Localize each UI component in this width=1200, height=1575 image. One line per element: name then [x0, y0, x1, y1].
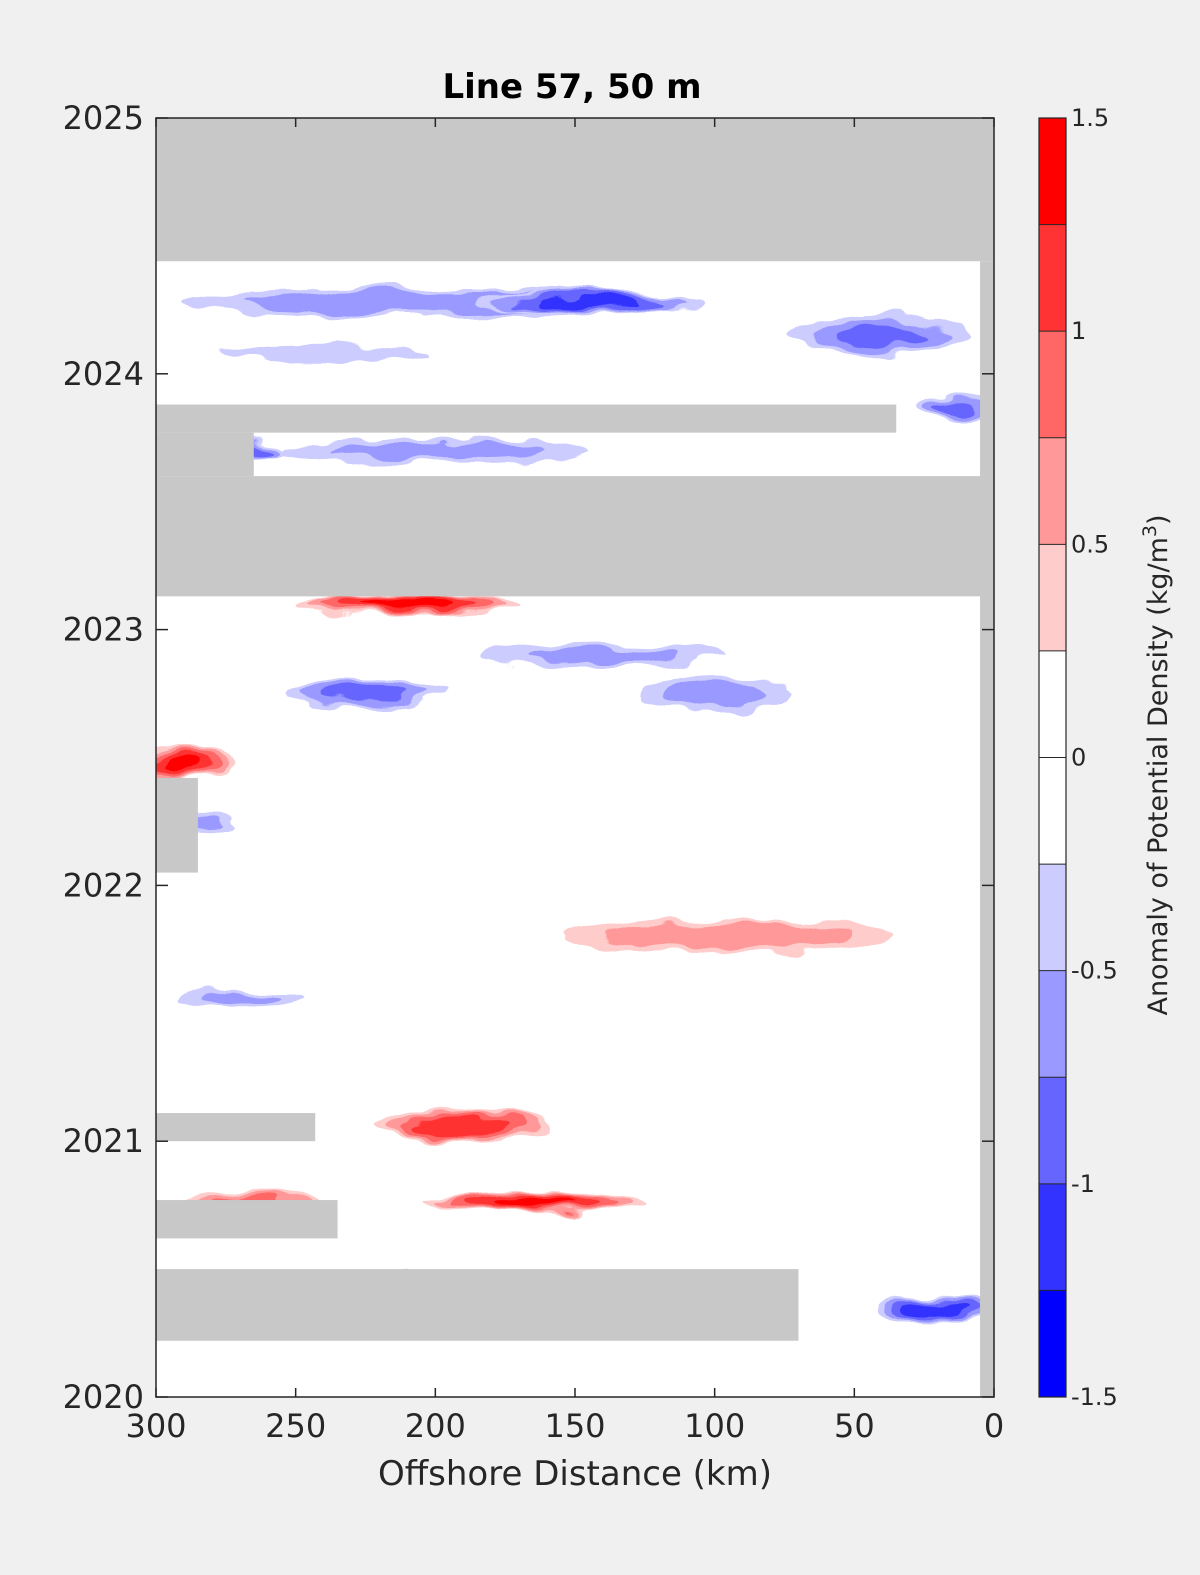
anomaly-band-2-0.75: [838, 326, 926, 345]
anomaly-band-4-0.25: [221, 344, 427, 362]
x-tick-label: 250: [265, 1407, 326, 1445]
colorbar-segment: [1039, 331, 1066, 438]
colorbar-label-main: Anomaly of Potential Density (kg/m: [1143, 537, 1174, 1015]
no-data-region-7: [156, 1269, 799, 1341]
colorbar-label-exponent: 3: [1139, 525, 1161, 537]
colorbar-segment: [1039, 1290, 1066, 1397]
anomaly-band-3-0.75: [932, 402, 972, 417]
colorbar-tick-label: 0: [1071, 744, 1086, 772]
colorbar-segment: [1039, 864, 1066, 971]
colorbar-segment: [1039, 757, 1066, 865]
colorbar-tick-label: -1.5: [1071, 1383, 1118, 1411]
no-data-region-5: [156, 1113, 316, 1142]
anomaly-band-13-0.5: [603, 923, 855, 950]
no-data-region-1: [156, 404, 897, 433]
colorbar-segment: [1039, 118, 1066, 225]
y-tick-label: 2021: [63, 1122, 144, 1160]
colorbar-label: Anomaly of Potential Density (kg/m3): [1139, 514, 1174, 1015]
no-data-region-9: [156, 1397, 994, 1407]
no-data-region-4: [156, 777, 198, 873]
colorbar-segment: [1039, 1077, 1066, 1184]
y-tick-label: 2020: [63, 1378, 144, 1416]
anomaly-band-1-1: [537, 296, 641, 308]
colorbar-tick-label: -1: [1071, 1170, 1095, 1198]
x-tick-label: 150: [544, 1407, 605, 1445]
no-data-region-6: [156, 1200, 338, 1239]
y-axis: 2025 2024 2023 2022 2021 2020: [63, 99, 994, 1416]
colorbar-segment: [1039, 544, 1066, 651]
anomaly-contours: [156, 287, 994, 1324]
anomaly-band-8-0.75: [325, 687, 406, 700]
anomaly-band-11-1.25: [163, 755, 205, 770]
no-data-region-3: [156, 476, 994, 597]
anomaly-band-10-0.5: [662, 681, 767, 706]
no-data-region-2: [156, 432, 254, 477]
x-tick-label: 300: [125, 1407, 186, 1445]
anomaly-band-5-0.5: [330, 442, 540, 459]
x-tick-label: 0: [984, 1407, 1004, 1445]
no-data-mask: [156, 118, 994, 1407]
x-axis: 300 250 200 150 100 50 0: [125, 118, 1004, 1445]
anomaly-band-14-0.5: [197, 993, 282, 1008]
y-tick-label: 2022: [63, 866, 144, 904]
anomaly-band-9-0.5: [529, 647, 677, 663]
chart-title: Line 57, 50 m: [442, 67, 701, 107]
colorbar-tick-label: 0.5: [1071, 530, 1109, 558]
colorbar-tick-label: 1.5: [1071, 104, 1109, 132]
anomaly-band-7-1.25: [360, 599, 455, 609]
anomaly-band-15-1: [416, 1117, 511, 1135]
colorbar: 1.5 1 0.5 0 -0.5 -1 -1.5: [1038, 104, 1118, 1411]
colorbar-tick-label: -0.5: [1071, 957, 1118, 985]
anomaly-band-16-1.25: [491, 1198, 575, 1207]
y-tick-label: 2025: [63, 99, 144, 137]
x-tick-label: 100: [684, 1407, 745, 1445]
colorbar-label-close: ): [1143, 514, 1174, 525]
colorbar-segment: [1039, 224, 1066, 332]
colorbar-segment: [1039, 437, 1066, 545]
colorbar-segment: [1039, 650, 1066, 758]
plot-area: [155, 117, 995, 1407]
y-tick-label: 2024: [63, 355, 144, 393]
x-tick-label: 50: [834, 1407, 875, 1445]
x-axis-label: Offshore Distance (km): [378, 1454, 772, 1494]
y-tick-label: 2023: [63, 611, 144, 649]
no-data-region-8: [980, 261, 994, 1397]
no-data-region-0: [156, 118, 994, 262]
x-tick-label: 200: [405, 1407, 466, 1445]
colorbar-segment: [1039, 970, 1066, 1078]
colorbar-segment: [1039, 1183, 1066, 1291]
colorbar-tick-label: 1: [1071, 317, 1086, 345]
anomaly-band-18-1: [904, 1302, 972, 1318]
